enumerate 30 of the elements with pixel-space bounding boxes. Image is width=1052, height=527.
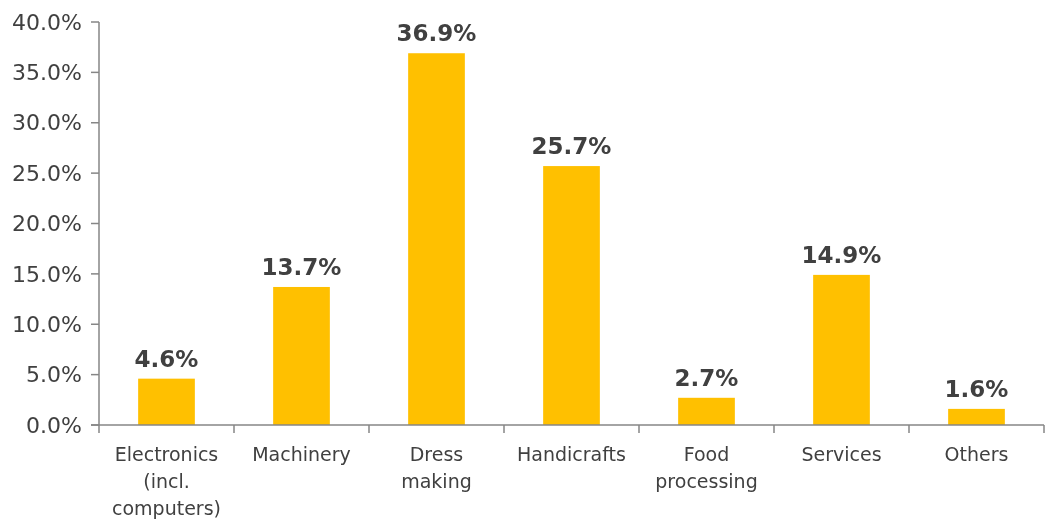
- bar: [138, 378, 195, 425]
- y-tick-label: 30.0%: [12, 110, 82, 136]
- data-label: 14.9%: [801, 241, 882, 268]
- y-tick-label: 0.0%: [26, 412, 82, 438]
- bar: [273, 286, 330, 425]
- x-tick-label: Others: [944, 443, 1009, 465]
- data-label: 25.7%: [531, 133, 612, 160]
- y-tick-label: 25.0%: [12, 160, 82, 186]
- data-label: 13.7%: [261, 253, 342, 280]
- data-label: 1.6%: [944, 375, 1009, 402]
- data-label: 2.7%: [674, 364, 739, 391]
- y-tick-label: 15.0%: [12, 261, 82, 287]
- x-tick-label: Electronics (incl. computers): [112, 443, 221, 519]
- bar: [813, 274, 870, 425]
- x-tick-label: Food processing: [655, 443, 758, 492]
- bar: [543, 166, 600, 425]
- x-tick-label: Machinery: [252, 443, 351, 465]
- bar: [948, 408, 1005, 425]
- y-tick-label: 20.0%: [12, 211, 82, 237]
- x-tick-label: Services: [801, 443, 882, 465]
- y-tick-label: 10.0%: [12, 311, 82, 337]
- y-tick-label: 5.0%: [26, 362, 82, 388]
- bar: [678, 397, 735, 425]
- x-tick-label: Handicrafts: [517, 443, 626, 465]
- y-tick-label: 40.0%: [12, 9, 82, 35]
- data-label: 4.6%: [134, 345, 199, 372]
- bar: [408, 53, 465, 425]
- data-label: 36.9%: [396, 20, 477, 47]
- x-tick-label: Dress making: [401, 443, 472, 492]
- y-tick-label: 35.0%: [12, 60, 82, 86]
